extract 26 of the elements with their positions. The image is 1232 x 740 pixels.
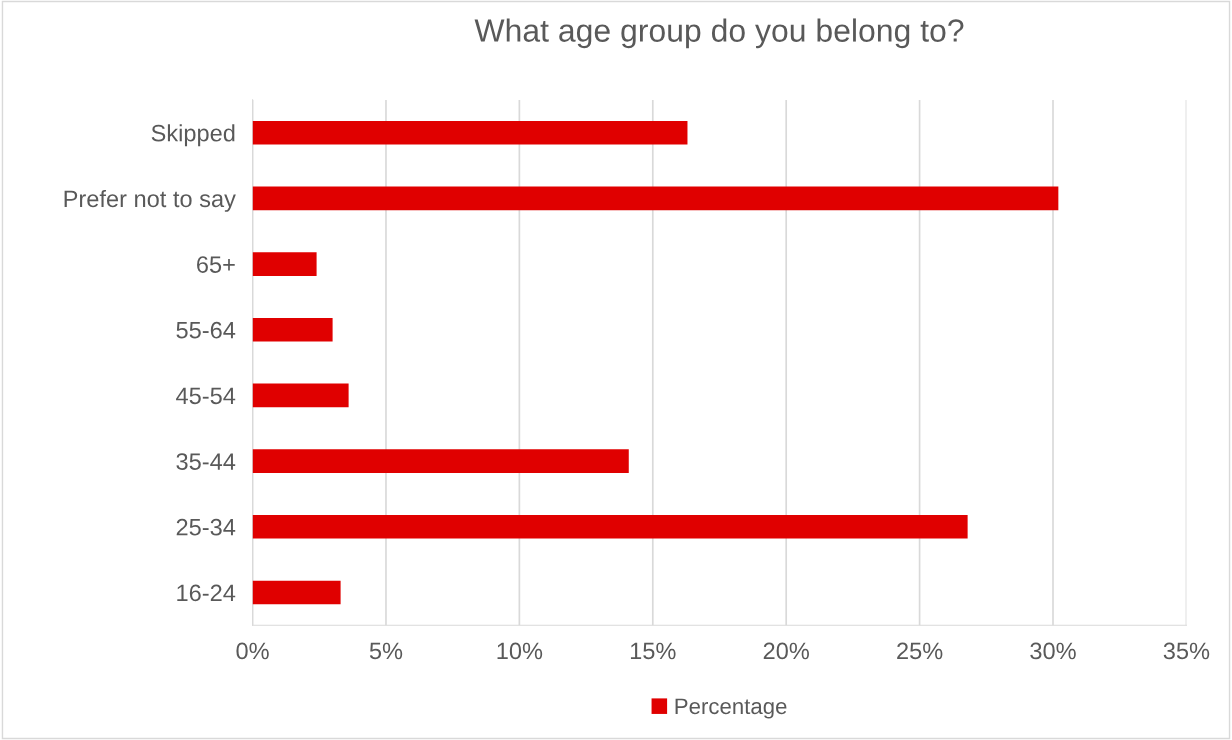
y-tick-label: 35-44 [176, 453, 236, 470]
legend-label: Percentage [675, 698, 787, 719]
x-tick-label: 15% [630, 642, 676, 660]
x-tick-label: 5% [369, 642, 403, 660]
bar [252, 317, 333, 342]
y-tick-label: 45-54 [176, 387, 236, 405]
y-tick-label: 16-24 [177, 584, 236, 602]
y-tick-label: 25-34 [176, 518, 236, 536]
y-tick-label: Prefer not to say [64, 189, 236, 212]
y-tick-label: 65+ [197, 256, 235, 273]
y-tick-label: 55-64 [176, 321, 236, 339]
bar [252, 186, 1059, 211]
bar [252, 514, 968, 539]
bar [252, 449, 629, 473]
bar [252, 580, 341, 605]
x-tick-label: 20% [763, 642, 809, 660]
y-tick-label: Skipped [151, 124, 235, 147]
bar [252, 120, 688, 145]
x-tick-label: 10% [497, 642, 543, 660]
x-tick-label: 25% [897, 642, 943, 660]
bar [252, 383, 349, 408]
x-tick-label: 35% [1163, 642, 1210, 660]
chart-title: What age group do you belong to? [474, 18, 964, 49]
x-tick-label: 0% [236, 642, 269, 660]
x-tick-label: 30% [1030, 642, 1076, 660]
bar [252, 252, 317, 276]
